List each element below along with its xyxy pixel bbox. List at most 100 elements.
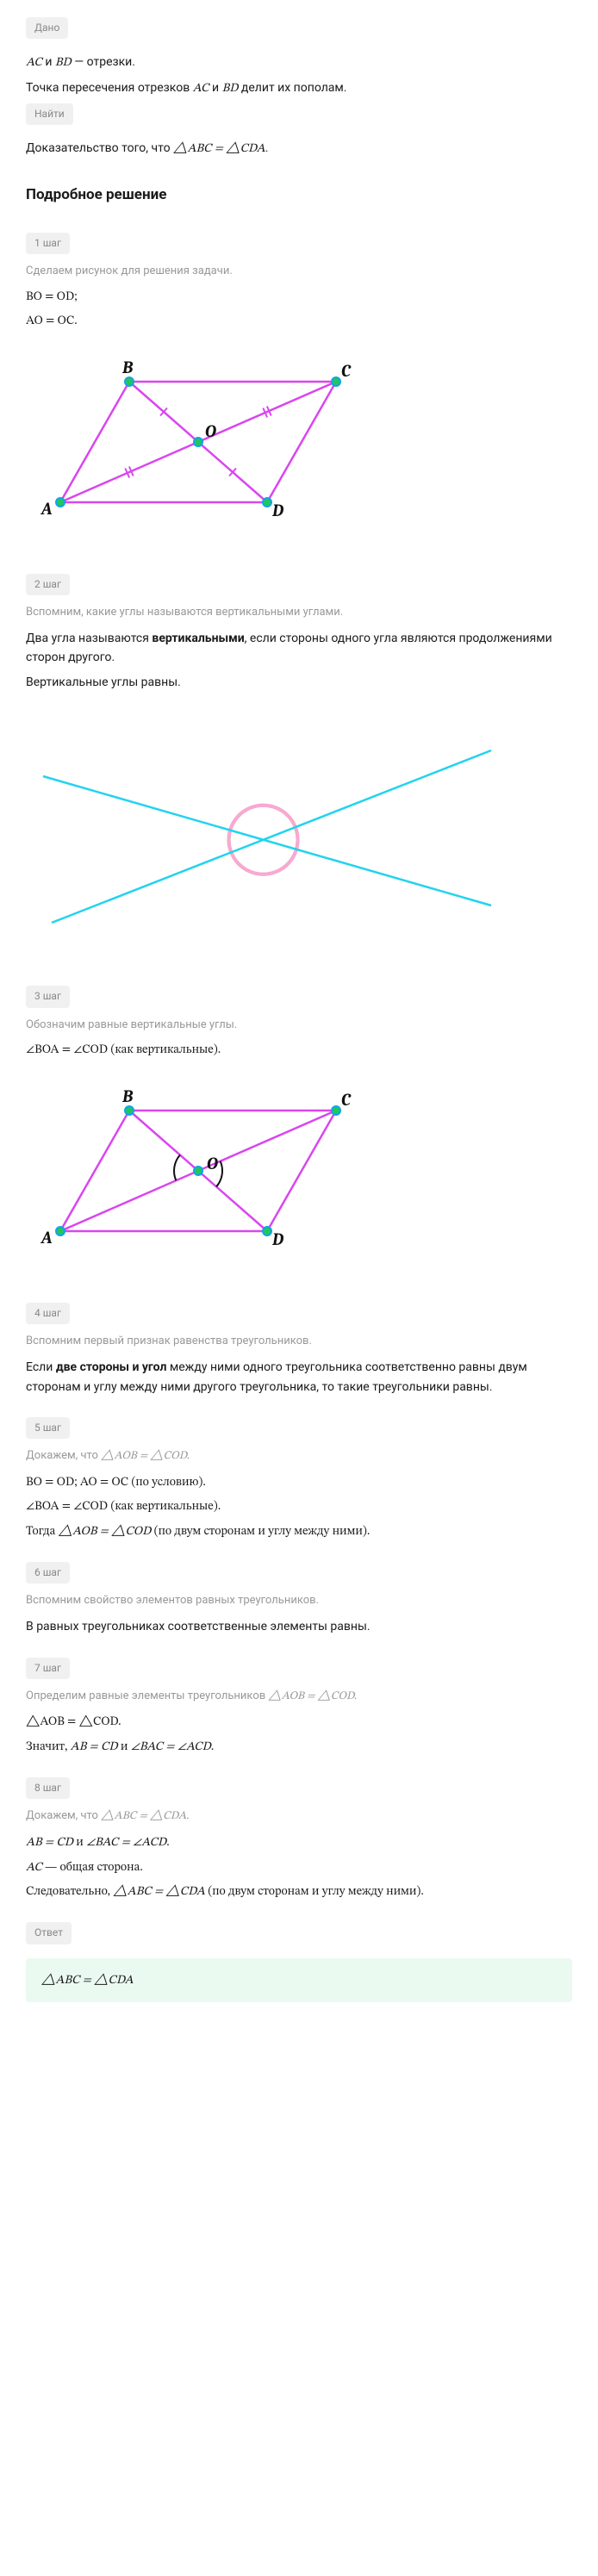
text: и <box>118 1741 131 1753</box>
figure-2 <box>26 707 572 955</box>
find-line: Доказательство того, что △ABC = △CDA. <box>26 139 572 159</box>
given-block: Дано AC и BD — отрезки. Точка пересечени… <box>26 17 572 98</box>
math: ∠BAC = ∠ACD <box>86 1837 166 1849</box>
text: (по двум сторонам и углу между ними). <box>151 1526 370 1538</box>
formula: ∠BOA = ∠COD (как вертикальные). <box>26 1041 572 1060</box>
step-6: 6 шаг Вспомним свойство элементов равных… <box>26 1546 572 1636</box>
step-2-p1: Два угла называются вертикальными, если … <box>26 629 572 668</box>
step-8-tag: 8 шаг <box>26 1777 70 1799</box>
math-eq: △ABC = △CDA <box>173 143 265 155</box>
given-tag: Дано <box>26 17 68 39</box>
step-4-hint: Вспомним первый признак равенства треуго… <box>26 1333 572 1351</box>
text: делит их пополам. <box>238 81 346 95</box>
step-1-tag: 1 шаг <box>26 233 70 254</box>
text: — общая сторона. <box>42 1862 143 1874</box>
svg-text:B: B <box>121 1086 134 1106</box>
text: Если <box>26 1360 56 1374</box>
math: △AOB = △COD. <box>268 1691 357 1702</box>
step-7-tag: 7 шаг <box>26 1658 70 1679</box>
answer-box: △ABC = △CDA <box>26 1958 572 2002</box>
svg-text:O: O <box>207 1154 218 1173</box>
text: . <box>211 1741 214 1753</box>
answer-tag: Ответ <box>26 1922 72 1944</box>
formula: AB = CD и ∠BAC = ∠ACD. <box>26 1833 572 1852</box>
step-4-tag: 4 шаг <box>26 1303 70 1324</box>
step-6-p1: В равных треугольниках соответственные э… <box>26 1617 572 1636</box>
formula: AO = OC. <box>26 312 572 331</box>
math: △ABC = △CDA <box>113 1886 205 1898</box>
given-line-2: Точка пересечения отрезков AC и BD делит… <box>26 78 572 98</box>
math: △AOB = △COD. <box>101 1451 190 1462</box>
formula: AC — общая сторона. <box>26 1858 572 1877</box>
math: △ABC = △CDA. <box>101 1811 189 1822</box>
formula: Тогда △AOB = △COD (по двум сторонам и уг… <box>26 1522 572 1541</box>
formula: Значит, AB = CD и ∠BAC = ∠ACD. <box>26 1738 572 1757</box>
formula: BO = OD; AO = OC (по условию). <box>26 1473 572 1492</box>
find-block: Найти Доказательство того, что △ABC = △C… <box>26 103 572 159</box>
step-7: 7 шаг Определим равные элементы треуголь… <box>26 1642 572 1758</box>
text: . <box>265 141 269 155</box>
text: и <box>209 81 222 95</box>
step-7-hint: Определим равные элементы треугольников … <box>26 1688 572 1707</box>
step-1: 1 шаг Сделаем рисунок для решения задачи… <box>26 217 572 543</box>
math-bd: BD <box>55 57 72 69</box>
figure-1: A B C D O <box>26 347 572 543</box>
answer-math: △ABC = △CDA <box>41 1975 134 1987</box>
math: AB = CD <box>26 1837 73 1849</box>
svg-text:D: D <box>271 501 283 520</box>
text: Доказательство того, что <box>26 141 173 155</box>
text: и <box>42 55 55 69</box>
formula: △AOB = △COD. <box>26 1713 572 1732</box>
text: Докажем, что <box>26 1809 101 1822</box>
svg-text:C: C <box>341 361 352 381</box>
math: AB = CD <box>71 1741 118 1753</box>
step-4-p1: Если две стороны и угол между ними одног… <box>26 1358 572 1397</box>
text: (по двум сторонам и углу между ними). <box>205 1886 424 1898</box>
text: Докажем, что <box>26 1449 101 1462</box>
math-bd: BD <box>222 83 239 95</box>
svg-text:C: C <box>341 1090 352 1110</box>
step-6-tag: 6 шаг <box>26 1562 70 1584</box>
text: и <box>73 1837 86 1849</box>
svg-text:D: D <box>271 1229 283 1249</box>
step-2-hint: Вспомним, какие углы называются вертикал… <box>26 604 572 622</box>
figure-3: A B C D O <box>26 1076 572 1272</box>
svg-text:O: O <box>205 421 216 441</box>
step-3-tag: 3 шаг <box>26 986 70 1007</box>
svg-text:A: A <box>40 1228 53 1248</box>
text: . <box>166 1837 169 1849</box>
bold-text: две стороны и угол <box>56 1360 167 1374</box>
text: Два угла называются <box>26 632 152 645</box>
step-5: 5 шаг Докажем, что △AOB = △COD. BO = OD;… <box>26 1402 572 1541</box>
text: Тогда <box>26 1526 59 1538</box>
math-ac: AC <box>193 83 209 95</box>
formula: ∠BOA = ∠COD (как вертикальные). <box>26 1497 572 1516</box>
text: Значит, <box>26 1741 71 1753</box>
math: ∠BAC = ∠ACD <box>131 1741 211 1753</box>
step-6-hint: Вспомним свойство элементов равных треуг… <box>26 1592 572 1610</box>
diagram-vertical-angles <box>26 707 508 949</box>
formula: Следовательно, △ABC = △CDA (по двум стор… <box>26 1882 572 1901</box>
step-2-tag: 2 шаг <box>26 574 70 595</box>
math: AC <box>26 1862 42 1874</box>
text: — отрезки. <box>72 55 135 69</box>
step-4: 4 шаг Вспомним первый признак равенства … <box>26 1287 572 1397</box>
solution-title: Подробное решение <box>26 184 572 207</box>
step-2-p2: Вертикальные углы равны. <box>26 673 572 692</box>
answer-block: Ответ △ABC = △CDA <box>26 1907 572 2002</box>
step-8: 8 шаг Докажем, что △ABC = △CDA. AB = CD … <box>26 1762 572 1901</box>
svg-text:A: A <box>40 499 53 519</box>
step-3-hint: Обозначим равные вертикальные углы. <box>26 1017 572 1035</box>
step-3: 3 шаг Обозначим равные вертикальные углы… <box>26 970 572 1272</box>
math: △AOB = △COD <box>59 1526 152 1538</box>
text: Определим равные элементы треугольников <box>26 1689 268 1702</box>
step-8-hint: Докажем, что △ABC = △CDA. <box>26 1808 572 1826</box>
text: Точка пересечения отрезков <box>26 81 193 95</box>
bold-text: вертикальными <box>152 632 244 645</box>
given-line-1: AC и BD — отрезки. <box>26 53 572 72</box>
step-5-hint: Докажем, что △AOB = △COD. <box>26 1447 572 1466</box>
diagram-quadrilateral: A B C D O <box>26 347 371 537</box>
math-ac: AC <box>26 57 42 69</box>
svg-text:B: B <box>121 358 134 377</box>
diagram-quadrilateral-angles: A B C D O <box>26 1076 371 1266</box>
